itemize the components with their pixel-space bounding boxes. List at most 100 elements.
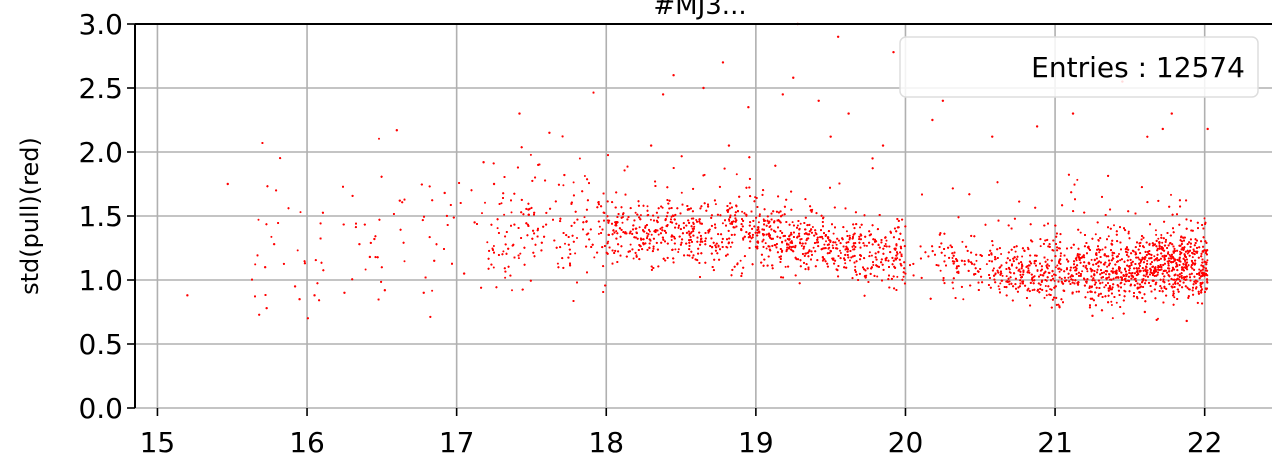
data-point [1144,275,1147,278]
data-point [383,289,387,292]
data-point [707,231,710,234]
data-point [634,211,637,214]
data-point [1053,279,1056,282]
data-point [1206,127,1209,131]
data-point [1091,314,1094,318]
data-point [784,265,787,268]
data-point [680,191,683,194]
data-point [811,226,814,228]
data-point [492,245,495,247]
data-point [1123,283,1126,286]
data-point [1157,317,1159,320]
data-point [313,294,316,297]
data-point [517,257,520,260]
data-point [486,241,489,244]
data-point [991,244,994,247]
data-point [1101,248,1104,251]
data-point [849,259,851,262]
data-point [1051,275,1054,277]
data-point [518,112,521,115]
data-point [1035,125,1039,128]
data-point [1153,255,1156,258]
data-point [1094,233,1097,236]
data-point [597,232,600,235]
data-point [848,234,851,237]
data-point [839,249,841,252]
data-point [1057,303,1060,306]
data-point [1118,253,1120,255]
data-point [821,259,824,262]
data-point [1155,233,1158,236]
data-point [952,287,955,290]
data-point [621,221,624,224]
data-point [492,266,495,269]
data-point [1039,245,1042,248]
data-point [1127,230,1130,233]
data-point [1060,277,1063,280]
data-point [265,306,268,310]
data-point [1175,265,1177,268]
data-point [846,250,849,253]
data-point [1170,193,1172,196]
data-point [496,227,499,230]
data-point [1173,296,1176,299]
data-point [1044,285,1047,287]
data-point [721,61,725,64]
data-point [1191,256,1194,259]
data-point [1172,283,1175,286]
data-point [1043,296,1046,299]
data-point [1106,265,1109,268]
data-point [839,252,842,254]
data-point [729,245,732,248]
data-point [615,230,618,233]
data-point [762,218,765,221]
data-point [556,262,559,265]
data-point [649,218,652,221]
data-point [1008,283,1011,286]
data-point [742,238,745,241]
data-point [721,222,724,225]
data-point [764,242,767,245]
data-point [1143,310,1147,314]
data-point [670,215,673,218]
data-point [519,252,522,255]
data-point [1021,255,1024,258]
data-point [998,288,1001,291]
data-point [881,144,885,147]
data-point [991,135,994,138]
data-point [790,231,793,234]
data-point [657,233,660,236]
data-point [443,191,446,195]
data-point [1000,253,1003,255]
data-point [854,265,857,268]
data-point [1054,266,1057,269]
data-point [398,199,402,202]
data-point [186,294,189,297]
data-point [892,50,895,54]
data-point [1206,259,1209,262]
data-point [796,224,799,227]
data-point [1098,293,1100,296]
data-point [792,76,795,79]
data-point [598,225,601,228]
data-point [799,222,802,225]
data-point [831,244,834,247]
data-point [1101,281,1104,284]
data-point [672,74,675,77]
data-point [829,135,832,138]
data-point [1075,259,1078,262]
data-point [1206,280,1209,283]
data-point [661,206,664,209]
data-point [985,263,988,266]
data-point [941,99,945,103]
data-point [943,254,946,257]
data-point [368,255,372,259]
data-point [504,276,507,279]
data-point [583,175,586,177]
data-point [847,112,850,115]
data-point [741,210,744,213]
data-point [727,144,731,147]
data-point [1115,301,1118,304]
data-point [1154,229,1157,232]
